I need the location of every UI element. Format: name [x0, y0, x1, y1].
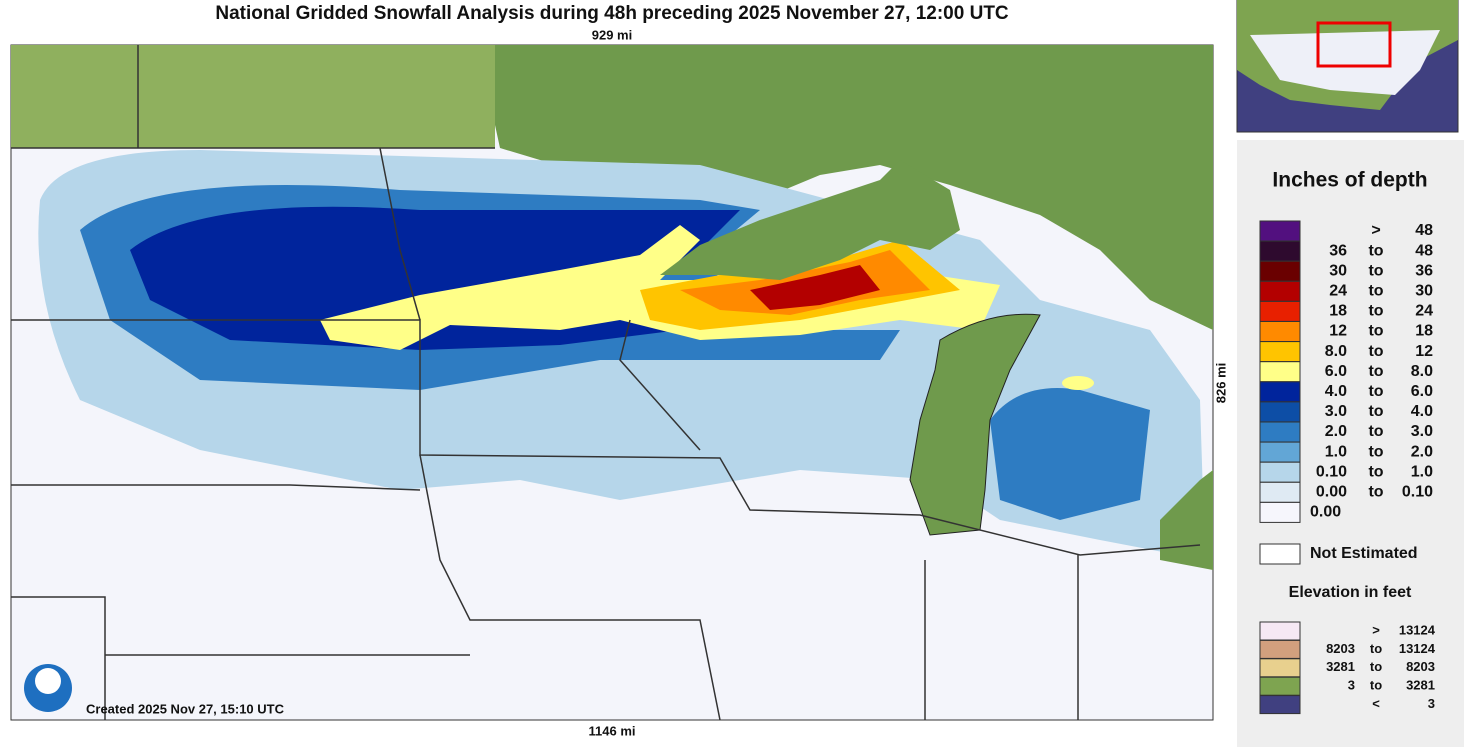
snow-michigan — [990, 388, 1150, 520]
legend-low: 30 — [1329, 262, 1347, 279]
title: National Gridded Snowfall Analysis durin… — [215, 3, 1009, 24]
legend-sep: to — [1368, 303, 1383, 320]
legend-low: 36 — [1329, 242, 1347, 259]
legend-swatch — [1259, 401, 1301, 423]
legend-low: 2.0 — [1325, 423, 1347, 440]
legend-high: 48 — [1415, 242, 1433, 259]
legend-swatch — [1259, 621, 1301, 641]
legend-sep: to — [1370, 641, 1382, 656]
legend-swatch — [1259, 381, 1301, 403]
legend-high: 18 — [1415, 323, 1433, 340]
snow-spot — [1062, 376, 1094, 390]
snow-24 — [750, 265, 880, 310]
legend-low: 18 — [1329, 303, 1347, 320]
snow-legend-title: Inches of depth — [1272, 169, 1427, 192]
legend-sep: > — [1372, 622, 1380, 637]
legend-swatch — [1259, 280, 1301, 302]
elevation-legend-title: Elevation in feet — [1289, 584, 1412, 601]
legend-swatch — [1259, 441, 1301, 463]
legend-low: 3.0 — [1325, 403, 1347, 420]
legend-swatch — [1259, 501, 1301, 523]
legend-high: 6.0 — [1411, 383, 1433, 400]
noaa-logo-inner — [35, 668, 61, 694]
borders — [11, 45, 1201, 721]
legend-low: 0.00 — [1310, 504, 1341, 521]
legend-high: 13124 — [1399, 622, 1436, 637]
legend-sep: to — [1368, 484, 1383, 501]
legend-sep: to — [1370, 678, 1382, 693]
map: Created 2025 Nov 27, 15:10 UTC — [10, 44, 1214, 721]
legend-sep: > — [1371, 222, 1380, 239]
legend-high: 48 — [1415, 222, 1433, 239]
legend-sep: to — [1368, 283, 1383, 300]
legend-swatch — [1259, 361, 1301, 383]
legend-swatch — [1259, 341, 1301, 363]
legend-high: 3.0 — [1411, 423, 1433, 440]
canada-west — [11, 45, 495, 148]
legend-high: 13124 — [1399, 641, 1436, 656]
legend-swatch — [1259, 481, 1301, 503]
legend-sep: to — [1368, 463, 1383, 480]
legend-low: 3 — [1348, 678, 1355, 693]
legend-high: 0.10 — [1402, 484, 1433, 501]
legend-high: 8203 — [1406, 659, 1435, 674]
legend-high: 4.0 — [1411, 403, 1433, 420]
legend-low: 24 — [1329, 283, 1347, 300]
legend-high: 3281 — [1406, 678, 1435, 693]
legend-high: 8.0 — [1411, 363, 1433, 380]
legend-low: 0.00 — [1316, 484, 1347, 501]
legend-sep: to — [1368, 403, 1383, 420]
legend-high: 1.0 — [1411, 463, 1433, 480]
lake-michigan — [909, 313, 1041, 536]
legend-low: 0.10 — [1316, 463, 1347, 480]
legend-swatch — [1259, 658, 1301, 678]
legend-swatch — [1259, 260, 1301, 282]
legend-sep: to — [1368, 242, 1383, 259]
scale-side: 826 mi — [1213, 363, 1228, 403]
inset-map — [1236, 0, 1459, 133]
legend-low: 4.0 — [1325, 383, 1347, 400]
lake-superior — [660, 160, 960, 280]
legend-swatch — [1259, 240, 1301, 262]
legend-swatch — [1259, 639, 1301, 659]
legend-sep: to — [1368, 383, 1383, 400]
legend-sep: to — [1368, 323, 1383, 340]
legend-low: 1.0 — [1325, 443, 1347, 460]
legend-low: 3281 — [1326, 659, 1355, 674]
legend-low: 8203 — [1326, 641, 1355, 656]
legend-low: 8.0 — [1325, 343, 1347, 360]
legend-sep: to — [1368, 423, 1383, 440]
legend-swatch — [1259, 421, 1301, 443]
legend-swatch — [1259, 300, 1301, 322]
legend-swatch — [1259, 695, 1301, 715]
legend-sep: to — [1368, 443, 1383, 460]
legend-low: 6.0 — [1325, 363, 1347, 380]
legend-swatch — [1259, 461, 1301, 483]
legend-high: 24 — [1415, 303, 1433, 320]
legend-sep: to — [1370, 659, 1382, 674]
legend-swatch — [1259, 321, 1301, 342]
legend-low: 12 — [1329, 323, 1347, 340]
legend-swatch — [1259, 220, 1301, 242]
legend-high: 36 — [1415, 262, 1433, 279]
legend-high: 2.0 — [1411, 443, 1433, 460]
legend-sep: to — [1368, 343, 1383, 360]
legend-sep: to — [1368, 262, 1383, 279]
legend-swatch — [1259, 676, 1301, 696]
scale-bottom: 1146 mi — [589, 723, 636, 738]
legend-high: 30 — [1415, 283, 1433, 300]
scale-top: 929 mi — [592, 27, 632, 42]
legend-sep: to — [1368, 363, 1383, 380]
legend-high: 3 — [1428, 696, 1435, 711]
legend-sep: < — [1372, 696, 1380, 711]
not-estimated-swatch — [1259, 543, 1301, 565]
not-estimated-label: Not Estimated — [1310, 545, 1418, 562]
legend-high: 12 — [1415, 343, 1433, 360]
created-stamp: Created 2025 Nov 27, 15:10 UTC — [86, 701, 285, 716]
